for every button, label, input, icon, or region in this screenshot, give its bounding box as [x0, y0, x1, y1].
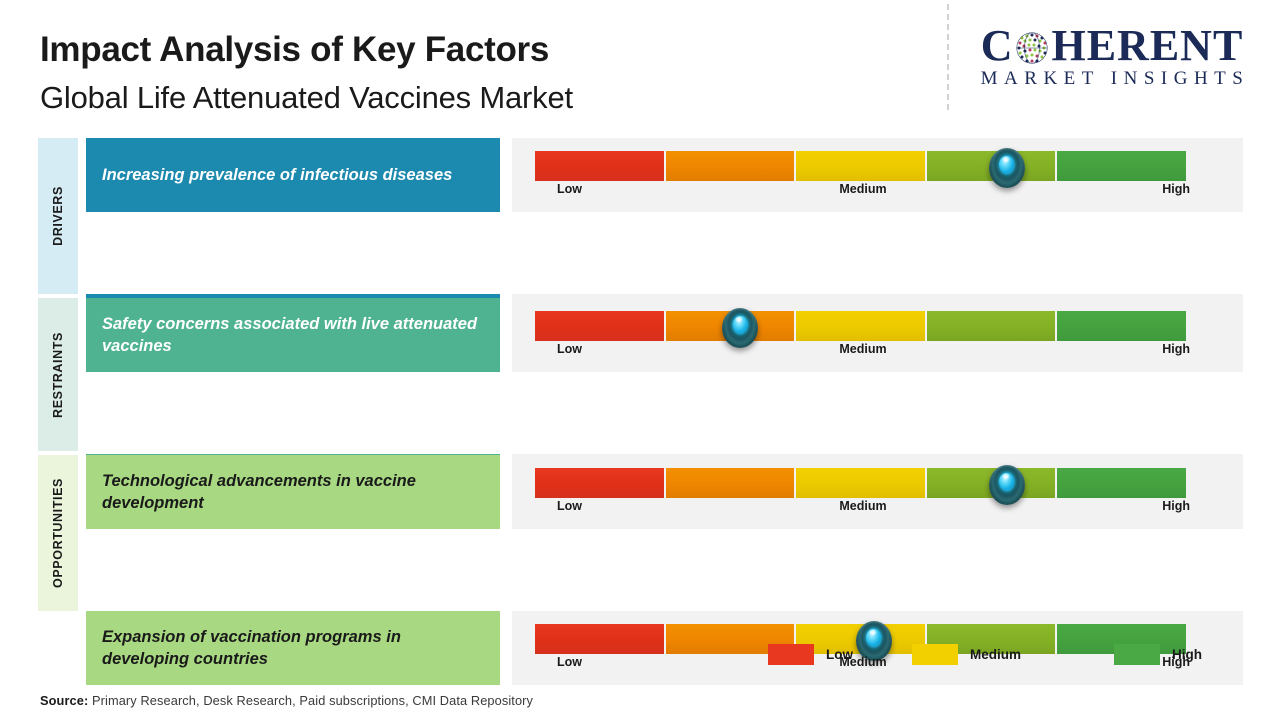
gauge-segment-high: [1057, 468, 1186, 498]
gauge-scale: Low Medium High: [535, 182, 1235, 204]
scale-label-medium: Medium: [839, 342, 887, 356]
gauge-segment-low-mid: [665, 468, 795, 498]
matrix-row: Increasing prevalence of infectious dise…: [0, 138, 1280, 216]
factor-text: Safety concerns associated with live att…: [102, 315, 478, 355]
legend: Low Medium High: [0, 644, 1280, 674]
factor-box[interactable]: Expansion of vaccination programs in dev…: [86, 611, 500, 685]
gauge-scale: Low Medium High: [535, 655, 1235, 677]
page-subtitle: Global Life Attenuated Vaccines Market: [40, 80, 573, 115]
gauge-segment-medium: [796, 468, 925, 498]
factor-box[interactable]: Increasing prevalence of infectious dise…: [86, 138, 500, 212]
gauge-marker[interactable]: [722, 308, 759, 348]
scale-label-low: Low: [557, 182, 582, 196]
factor-text: Technological advancements in vaccine de…: [102, 472, 416, 512]
gauge-segment-medium: [796, 311, 925, 341]
logo-letter-c: C: [980, 21, 1014, 70]
impact-gauge: Low Medium High: [512, 455, 1243, 529]
scale-label-high: High: [1162, 655, 1190, 669]
gauge-bar: [535, 468, 1186, 498]
source-note: Source: Primary Research, Desk Research,…: [40, 693, 533, 708]
gauge-segment-high: [1057, 151, 1186, 181]
scale-label-high: High: [1162, 499, 1190, 513]
factor-text: Increasing prevalence of infectious dise…: [102, 166, 453, 184]
header: Impact Analysis of Key Factors Global Li…: [0, 0, 1280, 130]
scale-label-low: Low: [557, 655, 582, 669]
gauge-marker[interactable]: [855, 621, 892, 661]
legend-label-medium: Medium: [970, 647, 1022, 662]
matrix-row: Safety concerns associated with live att…: [0, 298, 1280, 376]
group-drivers: DRIVERS Increasing prevalence of infecti…: [0, 138, 1280, 368]
legend-label-low: Low: [826, 647, 853, 662]
group-restraints: RESTRAINTS Safety concerns associated wi…: [0, 298, 1280, 528]
gauge-segment-low: [535, 151, 664, 181]
gauge-bar: [535, 151, 1186, 181]
gauge-segment-high: [1057, 311, 1186, 341]
impact-gauge: Low Medium High: [512, 138, 1243, 212]
scale-label-low: Low: [557, 342, 582, 356]
scale-label-medium: Medium: [839, 499, 887, 513]
company-logo: C: [962, 22, 1262, 98]
category-label-opportunities: OPPORTUNITIES: [38, 455, 78, 611]
gauge-bar: [535, 311, 1186, 341]
title-block: Impact Analysis of Key Factors Global Li…: [40, 28, 573, 120]
legend-item-low: Low: [768, 644, 853, 665]
scale-label-medium: Medium: [839, 655, 887, 669]
logo-letters-herent: HERENT: [1051, 21, 1244, 70]
category-label-restraints: RESTRAINTS: [38, 298, 78, 451]
gauge-segment-medium: [796, 151, 925, 181]
category-label-drivers: DRIVERS: [38, 138, 78, 294]
legend-swatch-high: [1114, 644, 1160, 665]
gauge-scale: Low Medium High: [535, 342, 1235, 364]
matrix-row: Technological advancements in vaccine de…: [0, 455, 1280, 533]
gauge-bar: [535, 624, 1186, 654]
source-text: Primary Research, Desk Research, Paid su…: [88, 693, 534, 708]
factor-box[interactable]: Safety concerns associated with live att…: [86, 298, 500, 372]
gauge-marker[interactable]: [988, 465, 1025, 505]
legend-swatch-low: [768, 644, 814, 665]
gauge-segment-low-mid: [665, 151, 795, 181]
gauge-segment-mid-high: [926, 311, 1056, 341]
legend-item-high: High: [1114, 644, 1202, 665]
gauge-segment-low: [535, 624, 664, 654]
scale-label-low: Low: [557, 499, 582, 513]
gauge-marker[interactable]: [988, 148, 1025, 188]
factor-box[interactable]: Technological advancements in vaccine de…: [86, 455, 500, 529]
source-prefix: Source:: [40, 693, 89, 708]
group-opportunities: OPPORTUNITIES Technological advancements…: [0, 455, 1280, 685]
legend-swatch-medium: [912, 644, 958, 665]
impact-matrix: DRIVERS Increasing prevalence of infecti…: [0, 138, 1280, 685]
logo-tagline: MARKET INSIGHTS: [980, 68, 1250, 89]
globe-sphere-icon: [1014, 30, 1050, 66]
logo-wordmark: C: [962, 22, 1262, 70]
gauge-scale: Low Medium High: [535, 499, 1235, 521]
legend-item-medium: Medium: [912, 644, 1021, 665]
legend-label-high: High: [1172, 647, 1202, 662]
scale-label-medium: Medium: [839, 182, 887, 196]
factor-text: Expansion of vaccination programs in dev…: [102, 628, 401, 668]
page-title: Impact Analysis of Key Factors: [40, 30, 550, 69]
gauge-segment-low: [535, 468, 664, 498]
scale-label-high: High: [1162, 182, 1190, 196]
scale-label-high: High: [1162, 342, 1190, 356]
impact-gauge: Low Medium High: [512, 298, 1243, 372]
header-dashed-divider: [947, 4, 949, 110]
gauge-segment-low: [535, 311, 664, 341]
